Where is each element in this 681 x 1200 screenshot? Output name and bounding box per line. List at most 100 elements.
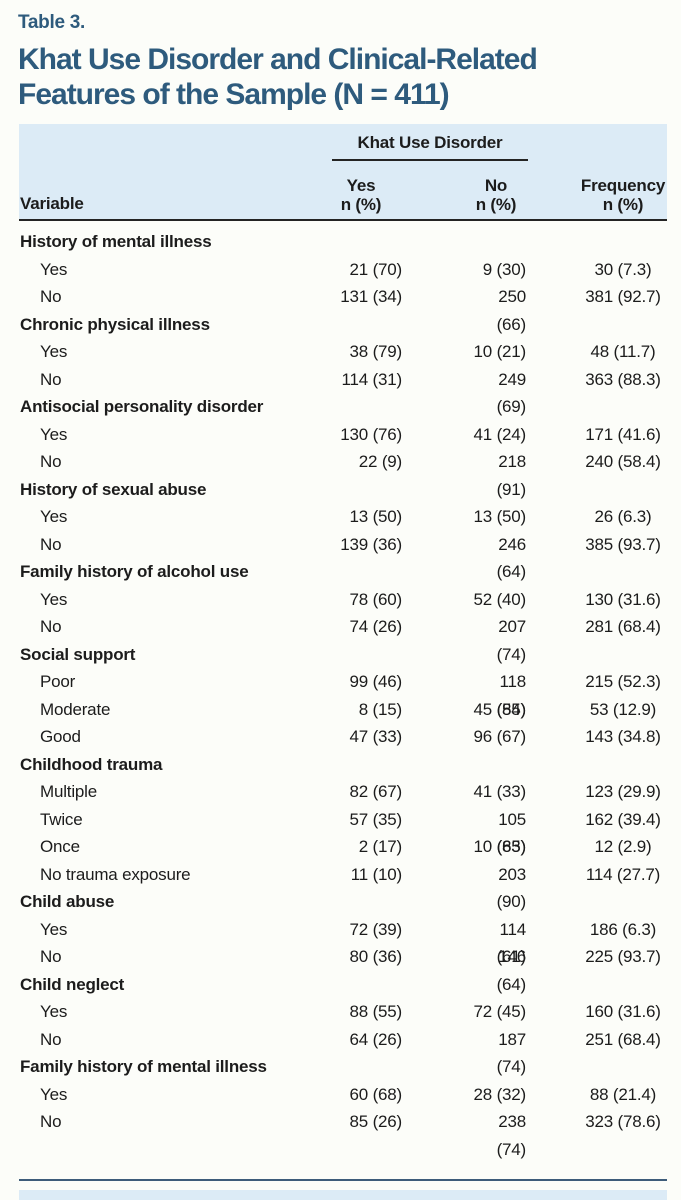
frequency-value-empty (579, 476, 667, 504)
spacer-cell (579, 124, 667, 163)
frequency-value-empty (579, 1053, 667, 1081)
table-title: Khat Use Disorder and Clinical-Related Fe… (18, 42, 538, 112)
table-row: No 139 (36) 246 (64) 385 (93.7) (19, 531, 667, 582)
no-value: 218 (91) (496, 452, 527, 499)
frequency-value-empty (579, 228, 667, 256)
yes-value: 8 (15) (358, 699, 402, 719)
yes-value: 130 (76) (340, 424, 402, 444)
frequency-value: 385 (93.7) (585, 534, 661, 554)
frequency-value: 363 (88.3) (585, 369, 661, 389)
table-row: Yes 60 (68) 28 (32) 88 (21.4) (19, 1081, 667, 1109)
yes-value: 80 (36) (349, 947, 403, 966)
no-value: 187 (74) (496, 1029, 527, 1077)
spacer-cell (19, 124, 320, 163)
no-value: 118 (54) (496, 672, 527, 719)
no-value: 28 (32) (473, 1084, 527, 1104)
row-label: No (40, 452, 62, 471)
category-row-label: History of sexual abuse (20, 479, 207, 499)
frequency-value: 381 (92.7) (585, 287, 661, 306)
category-row-label: Family history of mental illness (20, 1057, 267, 1076)
frequency-value: 130 (31.6) (585, 589, 661, 609)
frequency-value: 160 (31.6) (585, 1002, 661, 1021)
table-row: Good 47 (33) 96 (67) 143 (34.8) (19, 723, 667, 751)
frequency-value-empty (579, 311, 667, 339)
frequency-value: 30 (7.3) (594, 259, 652, 279)
no-value-empty (466, 228, 579, 256)
yes-value: 72 (39) (349, 919, 403, 939)
row-label: No (40, 947, 62, 966)
column-header-no-label: No (484, 176, 508, 195)
yes-value: 131 (34) (340, 287, 402, 306)
table-row: Yes 78 (60) 52 (40) 130 (31.6) (19, 586, 667, 614)
no-value: 72 (45) (473, 1002, 527, 1021)
no-value-empty (466, 971, 579, 999)
column-header-yes-units: n (%) (340, 195, 382, 214)
no-value: 114 (61) (496, 919, 527, 967)
table-row: Multiple 82 (67) 41 (33) 123 (29.9) (19, 778, 667, 806)
frequency-value-empty (579, 888, 667, 916)
yes-value: 64 (26) (349, 1029, 403, 1049)
no-value: 41 (33) (473, 782, 527, 801)
frequency-value: 323 (78.6) (585, 1112, 661, 1131)
category-row: History of sexual abuse (19, 476, 667, 504)
category-row-label: Antisocial personality disorder (20, 397, 264, 416)
table-row: No trauma exposure 11 (10) 203 (90) 114 (27… (19, 861, 667, 912)
category-row: Child neglect (19, 971, 667, 999)
no-value: 238 (74) (496, 1112, 527, 1159)
category-row-label: Social support (20, 644, 136, 664)
yes-value: 99 (46) (349, 672, 403, 691)
table-number-label: Table 3. (18, 12, 85, 33)
table-row: Twice 57 (35) 105 (65) 162 (39.4) (19, 806, 667, 857)
no-value: 41 (24) (473, 424, 527, 444)
frequency-value: 48 (11.7) (590, 342, 656, 361)
table-header: Khat Use Disorder Variable Yes n (%) No n … (19, 124, 667, 221)
no-value-empty (466, 393, 579, 421)
table-row: Yes 21 (70) 9 (30) 30 (7.3) (19, 256, 667, 284)
next-section-strip (19, 1190, 667, 1200)
table-row: Moderate 8 (15) 45 (85) 53 (12.9) (19, 696, 667, 724)
table-body: History of mental illness Yes 21 (70) 9 (30… (19, 221, 667, 1159)
yes-value-empty (320, 311, 466, 339)
no-value: 96 (67) (473, 727, 527, 746)
category-row: Antisocial personality disorder (19, 393, 667, 421)
column-header-row: Variable Yes n (%) No n (%) Frequency n (%) (19, 163, 667, 219)
yes-value-empty (320, 1053, 466, 1081)
frequency-value-empty (579, 971, 667, 999)
frequency-value-empty (579, 558, 667, 586)
row-label: Yes (40, 507, 68, 526)
yes-value: 22 (9) (358, 452, 402, 471)
row-label: No (40, 287, 62, 306)
table-row: No 85 (26) 238 (74) 323 (78.6) (19, 1108, 667, 1159)
yes-value: 13 (50) (349, 507, 403, 526)
yes-value: 38 (79) (349, 342, 403, 361)
column-group-cell: Khat Use Disorder (320, 124, 579, 163)
category-row-label: Child neglect (20, 974, 125, 994)
yes-value: 11 (10) (350, 864, 402, 884)
row-label: Multiple (40, 782, 97, 801)
row-label: Yes (40, 424, 68, 444)
category-row: History of mental illness (19, 228, 667, 256)
no-value: 45 (85) (473, 699, 527, 719)
yes-value-empty (320, 476, 466, 504)
yes-value: 88 (55) (349, 1002, 403, 1021)
frequency-value-empty (579, 641, 667, 669)
yes-value: 21 (70) (349, 259, 403, 279)
no-value: 207 (74) (496, 617, 527, 664)
table-row: Yes 13 (50) 13 (50) 26 (6.3) (19, 503, 667, 531)
yes-value-empty (320, 888, 466, 916)
frequency-value: 240 (58.4) (585, 452, 661, 471)
category-row-label: History of mental illness (20, 232, 212, 251)
yes-value: 78 (60) (349, 589, 403, 609)
table-row: Poor 99 (46) 118 (54) 215 (52.3) (19, 668, 667, 719)
table-row: No 80 (36) 146 (64) 225 (93.7) (19, 943, 667, 994)
category-row: Chronic physical illness (19, 311, 667, 339)
row-label: No (40, 369, 62, 389)
no-value: 146 (64) (496, 947, 527, 994)
no-value: 250 (66) (496, 287, 527, 334)
category-row-label: Childhood trauma (20, 754, 163, 774)
row-label: Once (40, 837, 80, 856)
row-label: Moderate (40, 699, 111, 719)
yes-value: 82 (67) (349, 782, 403, 801)
no-value-empty (466, 558, 579, 586)
yes-value-empty (320, 751, 466, 779)
